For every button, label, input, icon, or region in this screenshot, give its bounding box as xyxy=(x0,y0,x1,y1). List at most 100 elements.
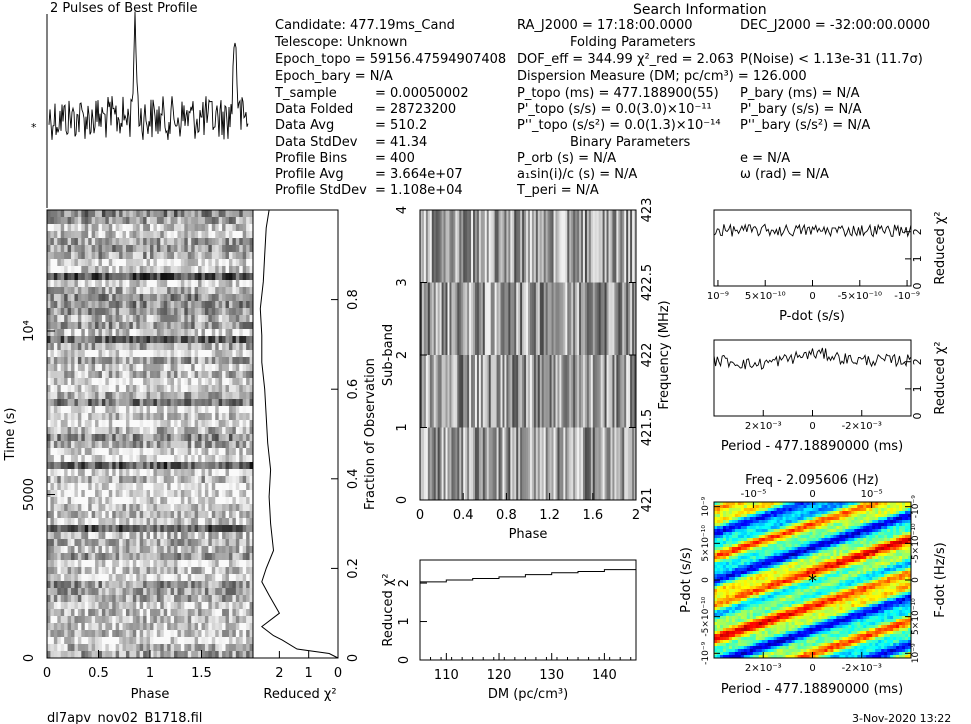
time-phase-cell xyxy=(146,476,151,484)
ppdot-cell xyxy=(860,511,864,515)
time-phase-cell xyxy=(191,567,196,575)
time-phase-cell xyxy=(163,392,168,400)
time-phase-cell xyxy=(50,581,55,589)
time-phase-cell xyxy=(208,434,213,442)
time-phase-cell xyxy=(101,287,106,295)
time-phase-cell xyxy=(112,581,117,589)
subband-cell xyxy=(563,355,566,428)
ppdot-cell xyxy=(857,505,861,509)
time-phase-cell xyxy=(81,455,86,463)
time-phase-cell xyxy=(198,434,202,442)
time-phase-cell xyxy=(60,392,65,400)
time-phase-cell xyxy=(201,518,206,526)
time-phase-cell xyxy=(177,357,182,365)
time-phase-cell xyxy=(150,497,154,505)
subband-cell xyxy=(618,427,621,501)
time-phase-cell xyxy=(125,392,130,400)
subband-cell xyxy=(469,427,472,501)
time-phase-cell xyxy=(119,637,123,645)
ppdot-cell xyxy=(755,511,760,515)
time-phase-cell xyxy=(77,217,82,225)
time-phase-cell xyxy=(112,497,117,505)
ppdot-cell xyxy=(836,523,840,527)
ppdot-cell xyxy=(866,517,870,521)
subband-cell xyxy=(510,427,513,501)
time-phase-cell xyxy=(160,343,165,351)
time-phase-cell xyxy=(108,448,113,456)
time-phase-cell xyxy=(146,651,151,659)
time-phase-cell xyxy=(101,301,106,309)
time-phase-cell xyxy=(211,343,216,351)
time-phase-cell xyxy=(67,483,72,491)
time-phase-cell xyxy=(91,441,96,449)
time-phase-cell xyxy=(125,560,130,568)
time-phase-cell xyxy=(174,553,178,561)
time-phase-cell xyxy=(60,490,65,498)
time-phase-cell xyxy=(98,427,103,435)
time-phase-cell xyxy=(129,231,134,239)
time-phase-cell xyxy=(215,231,220,239)
time-phase-cell xyxy=(208,511,213,519)
chi2-vs-pdot-xlabel: P-dot (s/s) xyxy=(779,309,845,324)
time-phase-cell xyxy=(204,553,209,561)
time-phase-cell xyxy=(242,427,247,435)
ppdot-cell xyxy=(740,502,745,506)
time-phase-cell xyxy=(105,546,110,554)
time-phase-cell xyxy=(174,378,178,386)
subband-cell xyxy=(620,355,623,428)
time-phase-cell xyxy=(170,637,175,645)
time-phase-cell xyxy=(235,413,240,421)
time-phase-cell xyxy=(180,504,185,512)
time-phase-cell xyxy=(191,357,196,365)
time-phase-cell xyxy=(249,350,254,358)
time-phase-cell xyxy=(153,406,158,414)
time-phase-cell xyxy=(153,364,158,372)
time-phase-cell xyxy=(139,210,144,218)
ppdot-cell xyxy=(764,514,769,518)
time-phase-cell xyxy=(108,511,113,519)
time-phase-cell xyxy=(204,609,209,617)
ppdot-cell xyxy=(806,511,810,515)
time-phase-cell xyxy=(139,574,144,582)
ppdot-cell xyxy=(896,511,900,515)
time-phase-cell xyxy=(129,245,134,253)
time-phase-cell xyxy=(153,392,158,400)
time-phase-cell xyxy=(95,546,99,554)
time-phase-cell xyxy=(191,623,196,631)
subband-cell xyxy=(581,210,584,283)
ppdot-cell xyxy=(833,523,837,527)
time-phase-cell xyxy=(222,434,226,442)
time-phase-cell xyxy=(122,245,127,253)
time-phase-cell xyxy=(112,378,117,386)
time-phase-cell xyxy=(239,266,244,274)
time-phase-cell xyxy=(194,364,199,372)
time-phase-cell xyxy=(177,224,182,232)
time-phase-cell xyxy=(53,217,58,225)
subband-cell xyxy=(496,355,499,428)
time-phase-cell xyxy=(232,567,237,575)
time-phase-cell xyxy=(71,609,75,617)
time-phase-cell xyxy=(125,329,130,337)
time-phase-cell xyxy=(132,546,137,554)
subband-cell xyxy=(600,427,604,501)
time-phase-cell xyxy=(187,497,192,505)
time-phase-cell xyxy=(174,252,178,260)
time-phase-cell xyxy=(98,343,103,351)
time-phase-cell xyxy=(84,497,89,505)
ppdot-cell xyxy=(863,523,867,527)
time-phase-cell xyxy=(222,476,226,484)
time-phase-cell xyxy=(112,469,117,477)
time-phase-cell xyxy=(84,525,89,533)
time-phase-cell xyxy=(218,266,223,274)
time-phase-cell xyxy=(198,266,202,274)
time-phase-cell xyxy=(77,455,82,463)
time-phase-cell xyxy=(88,553,93,561)
time-phase-cell xyxy=(218,364,223,372)
time-phase-cell xyxy=(101,518,106,526)
time-phase-cell xyxy=(60,301,65,309)
time-phase-xtick-label: 0.5 xyxy=(88,666,109,681)
time-phase-cell xyxy=(125,231,130,239)
time-phase-cell xyxy=(225,266,230,274)
ppdot-cell xyxy=(791,508,795,512)
time-phase-cell xyxy=(88,238,93,246)
